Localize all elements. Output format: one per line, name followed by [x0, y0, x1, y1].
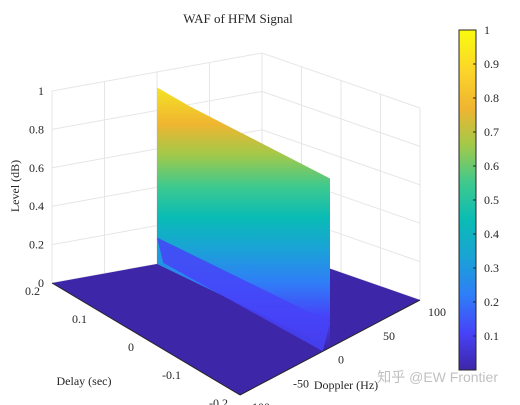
colorbar: 0.1 0.2 0.3 0.4 0.5 0.6 0.7 0.8 0.9 1: [458, 23, 499, 371]
colorbar-tick-label: 0.6: [484, 159, 499, 173]
z-tick-label: 0.8: [29, 122, 44, 136]
axes: [51, 282, 421, 396]
y-tick-label: 0: [128, 340, 134, 354]
colorbar-tick-label: 0.4: [484, 227, 499, 241]
colorbar-tick-label: 0.2: [484, 295, 499, 309]
x-axis-line: [239, 299, 421, 396]
colorbar-tick-label: 0.7: [484, 125, 499, 139]
x-tick-label: -50: [293, 376, 309, 390]
z-tick-label: 0.4: [29, 199, 44, 213]
x-tick-label: 50: [383, 329, 395, 343]
y-axis-line: [51, 282, 241, 396]
colorbar-tick-label: 0.9: [484, 57, 499, 71]
watermark: 知乎 @EW Frontier: [377, 369, 498, 385]
x-axis-label: Doppler (Hz): [314, 378, 378, 392]
z-tick-label: 1: [38, 84, 44, 98]
y-tick-label: -0.2: [209, 396, 228, 405]
surface: [52, 87, 420, 395]
colorbar-ticks: 0.1 0.2 0.3 0.4 0.5 0.6 0.7 0.8 0.9 1: [473, 23, 499, 343]
ridge-foot: [157, 237, 330, 352]
x-tick-label: -100: [248, 400, 270, 405]
x-tick-label: 0: [338, 353, 344, 367]
colorbar-tick-label: 0.3: [484, 261, 499, 275]
colorbar-tick-label: 0.8: [484, 91, 499, 105]
colorbar-tick-label: 1: [484, 23, 490, 37]
colorbar-tick-label: 0.1: [484, 329, 499, 343]
z-tick-label: 0: [38, 276, 44, 290]
y-tick-label: 0.2: [25, 284, 40, 298]
z-tick-label: 0.6: [29, 161, 44, 175]
x-tick-label: 100: [428, 305, 446, 319]
y-tick-label: 0.1: [72, 312, 87, 326]
chart-title: WAF of HFM Signal: [183, 11, 293, 26]
z-tick-label: 0.2: [29, 238, 44, 252]
colorbar-tick-label: 0.5: [484, 193, 499, 207]
z-axis-label: Level (dB): [8, 160, 22, 212]
y-tick-label: -0.1: [162, 368, 181, 382]
tick-labels: -100-50050100-0.2-0.100.10.200.20.40.60.…: [25, 84, 446, 405]
y-axis-label: Delay (sec): [57, 374, 112, 388]
